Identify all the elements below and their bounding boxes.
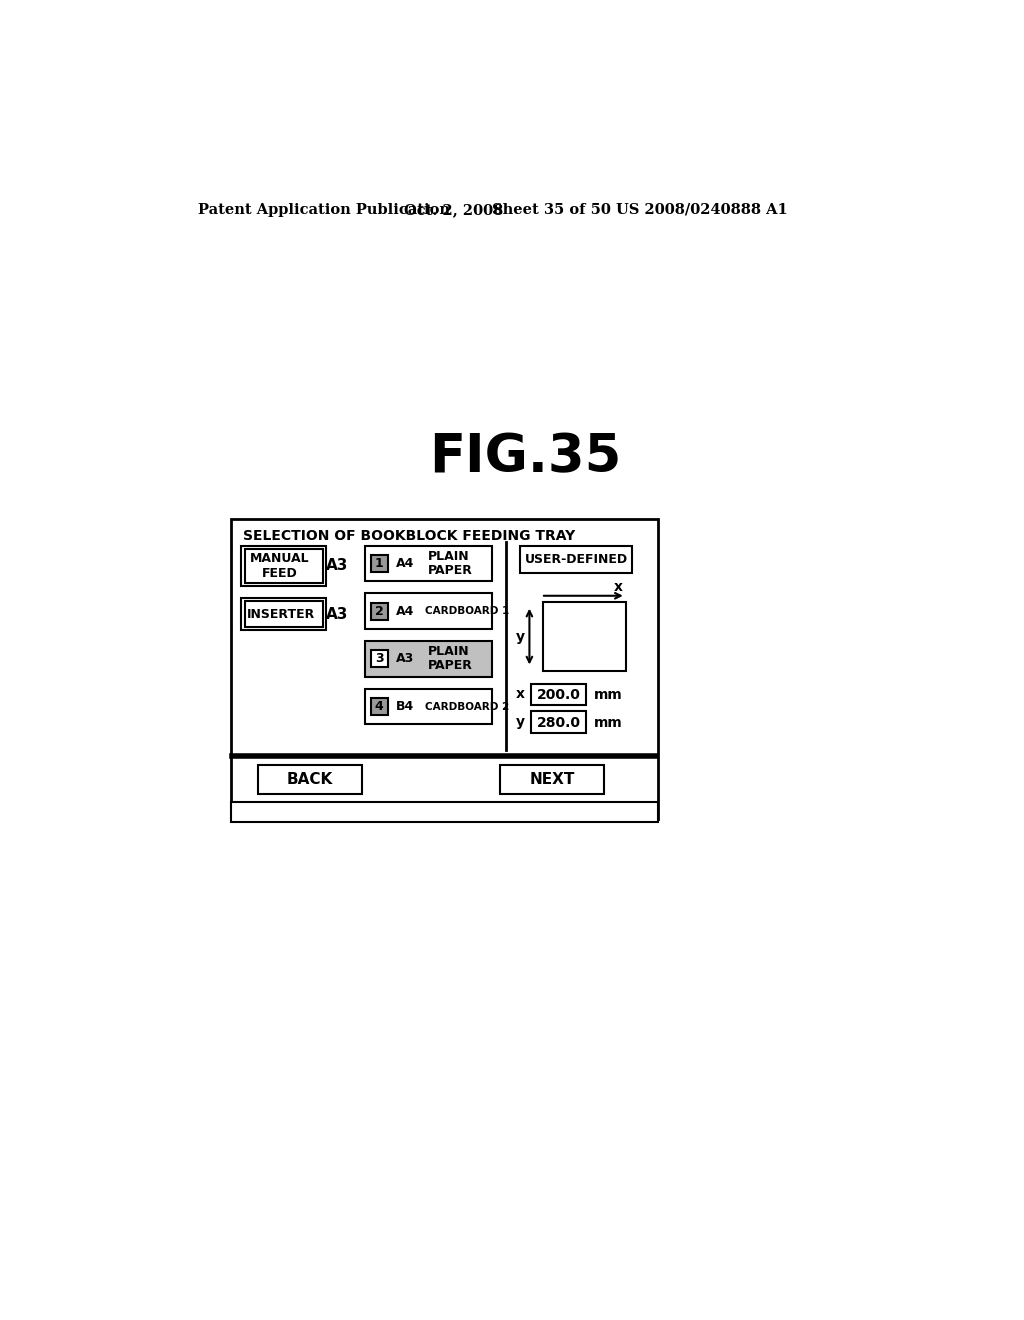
Text: PLAIN
PAPER: PLAIN PAPER [428, 645, 473, 672]
Text: y: y [516, 715, 524, 729]
Bar [258, 766, 361, 795]
Bar [230, 519, 658, 818]
Text: x: x [516, 688, 524, 701]
Text: Oct. 2, 2008: Oct. 2, 2008 [403, 203, 503, 216]
Text: A4: A4 [395, 605, 414, 618]
Text: A3: A3 [326, 558, 348, 573]
Bar [371, 554, 388, 572]
Text: BACK: BACK [287, 772, 333, 787]
Text: 3: 3 [375, 652, 384, 665]
Text: MANUAL
FEED: MANUAL FEED [250, 552, 309, 579]
Bar [242, 545, 326, 586]
Text: CARDBOARD 2: CARDBOARD 2 [425, 702, 509, 711]
Text: USER-DEFINED: USER-DEFINED [524, 553, 628, 566]
Text: FIG.35: FIG.35 [429, 432, 621, 483]
Text: SELECTION OF BOOKBLOCK FEEDING TRAY: SELECTION OF BOOKBLOCK FEEDING TRAY [243, 529, 575, 543]
Text: mm: mm [594, 715, 623, 730]
Bar [531, 711, 587, 733]
Text: Sheet 35 of 50: Sheet 35 of 50 [493, 203, 611, 216]
Text: PLAIN
PAPER: PLAIN PAPER [428, 550, 473, 577]
Text: y: y [516, 630, 524, 644]
Bar [366, 594, 493, 628]
Bar [230, 803, 658, 822]
Text: A4: A4 [395, 557, 414, 570]
Text: B4: B4 [395, 700, 414, 713]
Bar [242, 598, 326, 631]
Text: CARDBOARD 1: CARDBOARD 1 [425, 606, 509, 616]
Text: 280.0: 280.0 [537, 715, 581, 730]
Bar [371, 603, 388, 619]
Bar [520, 545, 632, 573]
Text: mm: mm [594, 688, 623, 702]
Text: INSERTER: INSERTER [247, 607, 314, 620]
Text: A3: A3 [395, 652, 414, 665]
Bar [366, 642, 493, 677]
Text: 1: 1 [375, 557, 384, 570]
Text: A3: A3 [326, 607, 348, 622]
Text: US 2008/0240888 A1: US 2008/0240888 A1 [615, 203, 787, 216]
Text: 200.0: 200.0 [537, 688, 581, 702]
Text: 4: 4 [375, 700, 384, 713]
Bar [245, 601, 323, 627]
Text: Patent Application Publication: Patent Application Publication [199, 203, 451, 216]
Bar [500, 766, 604, 795]
Text: NEXT: NEXT [529, 772, 574, 787]
Bar [245, 549, 323, 582]
Text: x: x [613, 579, 623, 594]
Bar [371, 698, 388, 715]
Bar [544, 602, 627, 671]
Bar [366, 545, 493, 581]
Bar [366, 689, 493, 725]
Text: 2: 2 [375, 605, 384, 618]
Bar [371, 651, 388, 668]
Bar [531, 684, 587, 705]
